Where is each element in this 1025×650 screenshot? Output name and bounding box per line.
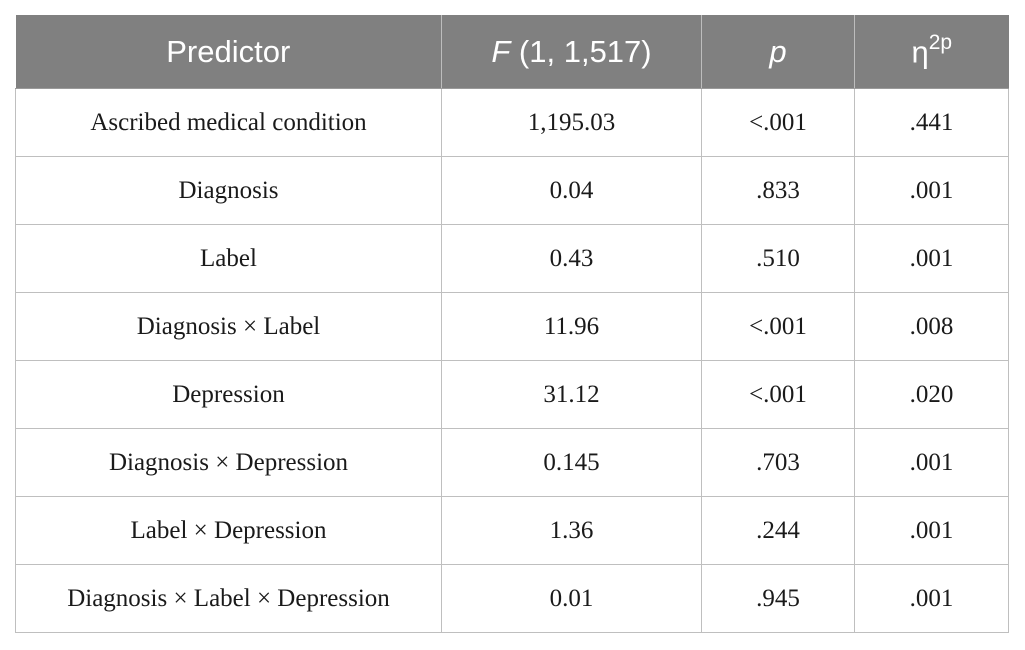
cell-p: <.001 [701, 88, 855, 157]
table-row: Label 0.43 .510 .001 [15, 224, 1009, 293]
header-eta-superscript: 2p [928, 30, 953, 54]
cell-eta: .001 [854, 428, 1009, 497]
cell-predictor: Label [15, 224, 442, 293]
cell-f: 0.04 [441, 156, 702, 225]
results-table: Predictor F (1, 1,517) p η2p Ascribed me… [15, 15, 1009, 633]
cell-predictor: Depression [15, 360, 442, 429]
table-row: Ascribed medical condition 1,195.03 <.00… [15, 88, 1009, 157]
cell-eta: .001 [854, 496, 1009, 565]
cell-predictor: Diagnosis × Label [15, 292, 442, 361]
table-row: Diagnosis 0.04 .833 .001 [15, 156, 1009, 225]
cell-p: <.001 [701, 360, 855, 429]
cell-eta: .008 [854, 292, 1009, 361]
table-body: Ascribed medical condition 1,195.03 <.00… [15, 88, 1009, 633]
cell-predictor: Label × Depression [15, 496, 442, 565]
cell-f: 11.96 [441, 292, 702, 361]
cell-p: .703 [701, 428, 855, 497]
table-row: Depression 31.12 <.001 .020 [15, 360, 1009, 429]
table-row: Label × Depression 1.36 .244 .001 [15, 496, 1009, 565]
header-partial-eta-squared: η2p [854, 15, 1009, 89]
table-row: Diagnosis × Depression 0.145 .703 .001 [15, 428, 1009, 497]
table-row: Diagnosis × Label 11.96 <.001 .008 [15, 292, 1009, 361]
cell-p: .833 [701, 156, 855, 225]
header-f-symbol: F [491, 33, 511, 69]
cell-eta: .001 [854, 564, 1009, 633]
cell-eta: .441 [854, 88, 1009, 157]
cell-f: 31.12 [441, 360, 702, 429]
header-f-statistic: F (1, 1,517) [441, 15, 702, 89]
results-table-container: Predictor F (1, 1,517) p η2p Ascribed me… [15, 15, 1009, 633]
cell-eta: .001 [854, 224, 1009, 293]
cell-f: 0.43 [441, 224, 702, 293]
cell-predictor: Diagnosis × Label × Depression [15, 564, 442, 633]
cell-eta: .020 [854, 360, 1009, 429]
cell-eta: .001 [854, 156, 1009, 225]
cell-p: .244 [701, 496, 855, 565]
cell-predictor: Ascribed medical condition [15, 88, 442, 157]
header-predictor-label: Predictor [166, 33, 291, 69]
cell-predictor: Diagnosis × Depression [15, 428, 442, 497]
table-header: Predictor F (1, 1,517) p η2p [15, 15, 1009, 89]
cell-f: 0.01 [441, 564, 702, 633]
header-predictor: Predictor [15, 15, 442, 89]
cell-f: 0.145 [441, 428, 702, 497]
cell-p: .945 [701, 564, 855, 633]
cell-predictor: Diagnosis [15, 156, 442, 225]
header-p-label: p [769, 33, 787, 69]
cell-p: .510 [701, 224, 855, 293]
header-p-value: p [701, 15, 855, 89]
header-f-df: (1, 1,517) [510, 33, 652, 69]
cell-f: 1.36 [441, 496, 702, 565]
header-eta-base: η [911, 34, 929, 70]
cell-p: <.001 [701, 292, 855, 361]
table-row: Diagnosis × Label × Depression 0.01 .945… [15, 564, 1009, 633]
header-row: Predictor F (1, 1,517) p η2p [15, 15, 1009, 89]
cell-f: 1,195.03 [441, 88, 702, 157]
